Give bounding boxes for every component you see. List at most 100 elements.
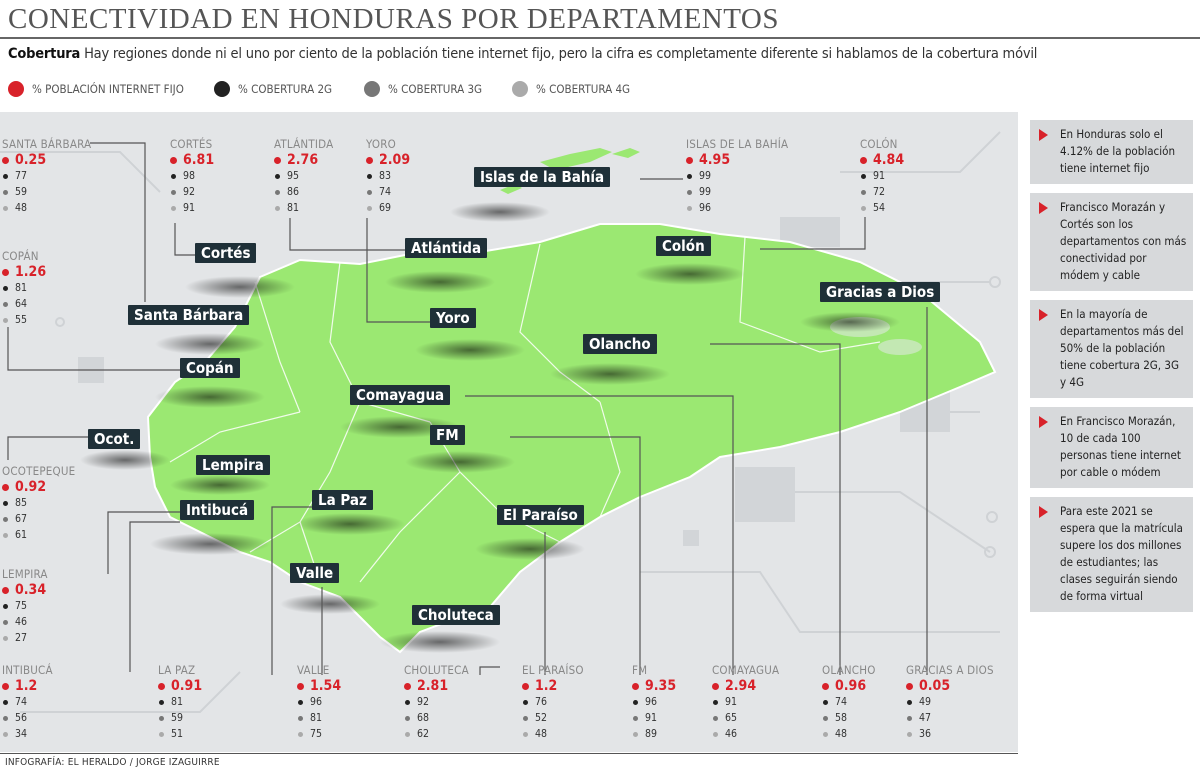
label-shadows (80, 202, 900, 653)
gray-dot-icon (3, 189, 8, 195)
map-label-fm: FM (430, 425, 465, 445)
light-gray-dot-icon (405, 731, 410, 737)
gray-dot-icon (907, 715, 912, 721)
g2-value: 91 (873, 170, 886, 182)
g4-value: 81 (287, 202, 300, 214)
black-dot-icon (3, 699, 8, 705)
red-dot-icon (860, 156, 867, 164)
g2-value: 81 (171, 696, 184, 708)
dept-name: COPÁN (2, 249, 39, 263)
dept-stats-valle: VALLE 1.54 96 81 75 (297, 662, 407, 742)
g2-value: 96 (310, 696, 323, 708)
g4-value: 36 (919, 728, 932, 740)
light-gray-dot-icon (687, 205, 692, 211)
light-gray-dot-icon (523, 731, 528, 737)
fijo-value: 1.26 (15, 264, 47, 280)
fijo-value: 0.91 (171, 678, 203, 694)
triangle-bullet-icon (1039, 202, 1048, 214)
dept-stats-yoro: YORO 2.09 83 74 69 (366, 136, 476, 216)
legend-label: % COBERTURA 4G (536, 82, 631, 96)
dept-stats-elparaiso: EL PARAÍSO 1.2 76 52 48 (522, 662, 632, 742)
g4-value: 75 (310, 728, 323, 740)
fact-item: En Honduras solo el 4.12% de la població… (1030, 120, 1193, 184)
fijo-value: 4.95 (699, 152, 731, 168)
g4-value: 96 (699, 202, 712, 214)
g3-value: 67 (15, 513, 28, 525)
gray-dot-icon (713, 715, 718, 721)
light-gray-dot-icon (861, 205, 866, 211)
honduras-map (0, 131, 1001, 713)
gray-dot-icon (159, 715, 164, 721)
dept-name: FM (632, 663, 648, 677)
dept-stats-colon: COLÓN 4.84 91 72 54 (860, 136, 970, 216)
gray-dot-icon (633, 715, 638, 721)
triangle-bullet-icon (1039, 129, 1048, 141)
red-dot-icon (906, 682, 913, 690)
g3-value: 99 (699, 186, 712, 198)
black-dot-icon (3, 173, 8, 179)
g4-value: 27 (15, 632, 28, 644)
g3-value: 58 (835, 712, 848, 724)
g2-value: 75 (15, 600, 28, 612)
dept-stats-fm: FM 9.35 96 91 89 (632, 662, 742, 742)
g3-value: 64 (15, 298, 28, 310)
g3-value: 74 (379, 186, 392, 198)
fijo-value: 6.81 (183, 152, 215, 168)
legend-item-fijo: % POBLACIÓN INTERNET FIJO (8, 81, 184, 97)
dept-stats-olancho: OLANCHO 0.96 74 58 48 (822, 662, 932, 742)
fact-item: En Francisco Morazán, 10 de cada 100 per… (1030, 407, 1193, 488)
light-gray-dot-icon (3, 317, 8, 323)
fact-item: Para este 2021 se espera que la matrícul… (1030, 497, 1193, 612)
fijo-value: 0.05 (919, 678, 951, 694)
map-label-copan: Copán (180, 358, 240, 378)
map-label-ocot: Ocot. (88, 429, 141, 449)
map-label-valle: Valle (290, 563, 340, 583)
red-dot-icon (297, 682, 304, 690)
fijo-value: 9.35 (645, 678, 677, 694)
g2-value: 49 (919, 696, 932, 708)
dept-stats-lempira: LEMPIRA 0.34 75 46 27 (2, 566, 112, 646)
black-dot-icon (3, 285, 8, 291)
red-dot-icon (686, 156, 693, 164)
dept-stats-copan: COPÁN 1.26 81 64 55 (2, 248, 112, 328)
g3-value: 92 (183, 186, 196, 198)
dept-name: CORTÉS (170, 137, 213, 151)
legend-item-4g: % COBERTURA 4G (512, 81, 630, 97)
leader-lines (7, 142, 928, 675)
black-dot-icon (159, 699, 164, 705)
dept-name: INTIBUCÁ (2, 663, 53, 677)
gray-dot-icon (523, 715, 528, 721)
department-borders (169, 236, 881, 583)
black-dot-icon (823, 699, 828, 705)
subtitle-text: Hay regiones donde ni el uno por ciento … (80, 46, 1038, 62)
fijo-value: 2.81 (417, 678, 449, 694)
g2-value: 76 (535, 696, 548, 708)
gray-dot-icon (687, 189, 692, 195)
fijo-value: 0.34 (15, 582, 47, 598)
g2-value: 96 (645, 696, 658, 708)
map-label-elparaiso: El Paraíso (497, 505, 584, 525)
gray-dot-icon (367, 189, 372, 195)
light-gray-dot-icon (275, 205, 280, 211)
map-label-comayagua: Comayagua (350, 385, 451, 405)
triangle-bullet-icon (1039, 416, 1048, 428)
g2-value: 95 (287, 170, 300, 182)
page-title: CONECTIVIDAD EN HONDURAS POR DEPARTAMENT… (8, 3, 779, 35)
fijo-value: 2.76 (287, 152, 319, 168)
legend-label: % POBLACIÓN INTERNET FIJO (32, 82, 184, 96)
g2-value: 74 (835, 696, 848, 708)
fijo-value: 0.92 (15, 479, 47, 495)
gray-dot-icon (861, 189, 866, 195)
g4-value: 62 (417, 728, 430, 740)
g4-value: 46 (725, 728, 738, 740)
fijo-value: 2.09 (379, 152, 411, 168)
gray-dot-icon (405, 715, 410, 721)
map-label-intibuca: Intibucá (180, 500, 255, 520)
gray-dot-icon (3, 715, 8, 721)
fact-text: En la mayoría de departamentos más del 5… (1060, 307, 1184, 389)
gray-dot-icon (823, 715, 828, 721)
g2-value: 81 (15, 282, 28, 294)
g2-value: 98 (183, 170, 196, 182)
black-dot-icon (713, 699, 718, 705)
triangle-bullet-icon (1039, 309, 1048, 321)
